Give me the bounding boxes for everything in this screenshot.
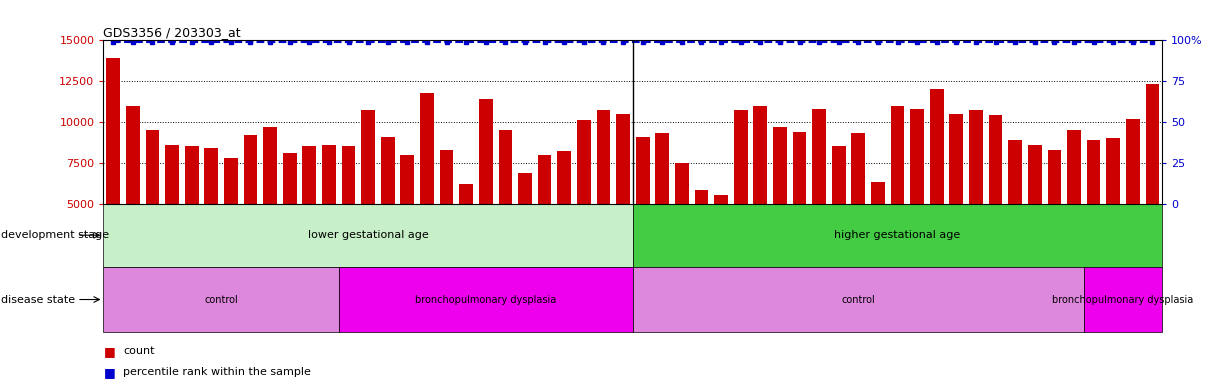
Bar: [695, 190, 708, 285]
Bar: [518, 172, 532, 285]
Bar: [400, 155, 414, 285]
Bar: [832, 146, 846, 285]
Bar: [596, 111, 610, 285]
Bar: [792, 132, 807, 285]
Bar: [852, 133, 865, 285]
Bar: [675, 163, 689, 285]
Bar: [381, 137, 394, 285]
Bar: [1028, 145, 1042, 285]
Bar: [1009, 140, 1022, 285]
Bar: [459, 184, 473, 285]
Bar: [146, 130, 159, 285]
Bar: [616, 114, 630, 285]
Bar: [479, 99, 493, 285]
Bar: [243, 135, 257, 285]
Bar: [930, 89, 943, 285]
Bar: [420, 93, 433, 285]
Bar: [103, 267, 338, 332]
Bar: [871, 182, 885, 285]
Bar: [773, 127, 786, 285]
Bar: [753, 106, 767, 285]
Text: ■: ■: [103, 366, 116, 379]
Bar: [342, 146, 355, 285]
Bar: [1087, 140, 1100, 285]
Text: bronchopulmonary dysplasia: bronchopulmonary dysplasia: [1053, 295, 1194, 305]
Bar: [633, 267, 1084, 332]
Bar: [323, 145, 336, 285]
Bar: [891, 106, 904, 285]
Bar: [103, 204, 633, 267]
Bar: [1106, 138, 1120, 285]
Bar: [282, 153, 297, 285]
Bar: [499, 130, 512, 285]
Bar: [1048, 150, 1061, 285]
Bar: [910, 109, 924, 285]
Bar: [127, 106, 140, 285]
Bar: [538, 155, 551, 285]
Bar: [338, 267, 633, 332]
Bar: [577, 120, 590, 285]
Bar: [224, 158, 237, 285]
Bar: [204, 148, 218, 285]
Bar: [1067, 130, 1081, 285]
Bar: [185, 146, 198, 285]
Text: bronchopulmonary dysplasia: bronchopulmonary dysplasia: [415, 295, 556, 305]
Bar: [361, 111, 375, 285]
Bar: [439, 150, 454, 285]
Bar: [714, 195, 728, 285]
Bar: [656, 133, 669, 285]
Bar: [988, 115, 1003, 285]
Bar: [633, 204, 1162, 267]
Text: GDS3356 / 203303_at: GDS3356 / 203303_at: [103, 26, 241, 39]
Bar: [166, 145, 179, 285]
Bar: [106, 58, 120, 285]
Text: ■: ■: [103, 345, 116, 358]
Text: control: control: [841, 295, 875, 305]
Bar: [949, 114, 963, 285]
Text: development stage: development stage: [1, 230, 110, 240]
Bar: [1126, 119, 1139, 285]
Text: percentile rank within the sample: percentile rank within the sample: [123, 367, 310, 377]
Bar: [303, 146, 316, 285]
Bar: [557, 151, 571, 285]
Bar: [263, 127, 277, 285]
Bar: [969, 111, 983, 285]
Text: higher gestational age: higher gestational age: [835, 230, 960, 240]
Text: count: count: [123, 346, 155, 356]
Bar: [1145, 84, 1160, 285]
Text: control: control: [204, 295, 239, 305]
Bar: [1084, 267, 1162, 332]
Bar: [734, 111, 747, 285]
Text: disease state: disease state: [1, 295, 75, 305]
Text: lower gestational age: lower gestational age: [308, 230, 428, 240]
Bar: [812, 109, 826, 285]
Bar: [635, 137, 650, 285]
